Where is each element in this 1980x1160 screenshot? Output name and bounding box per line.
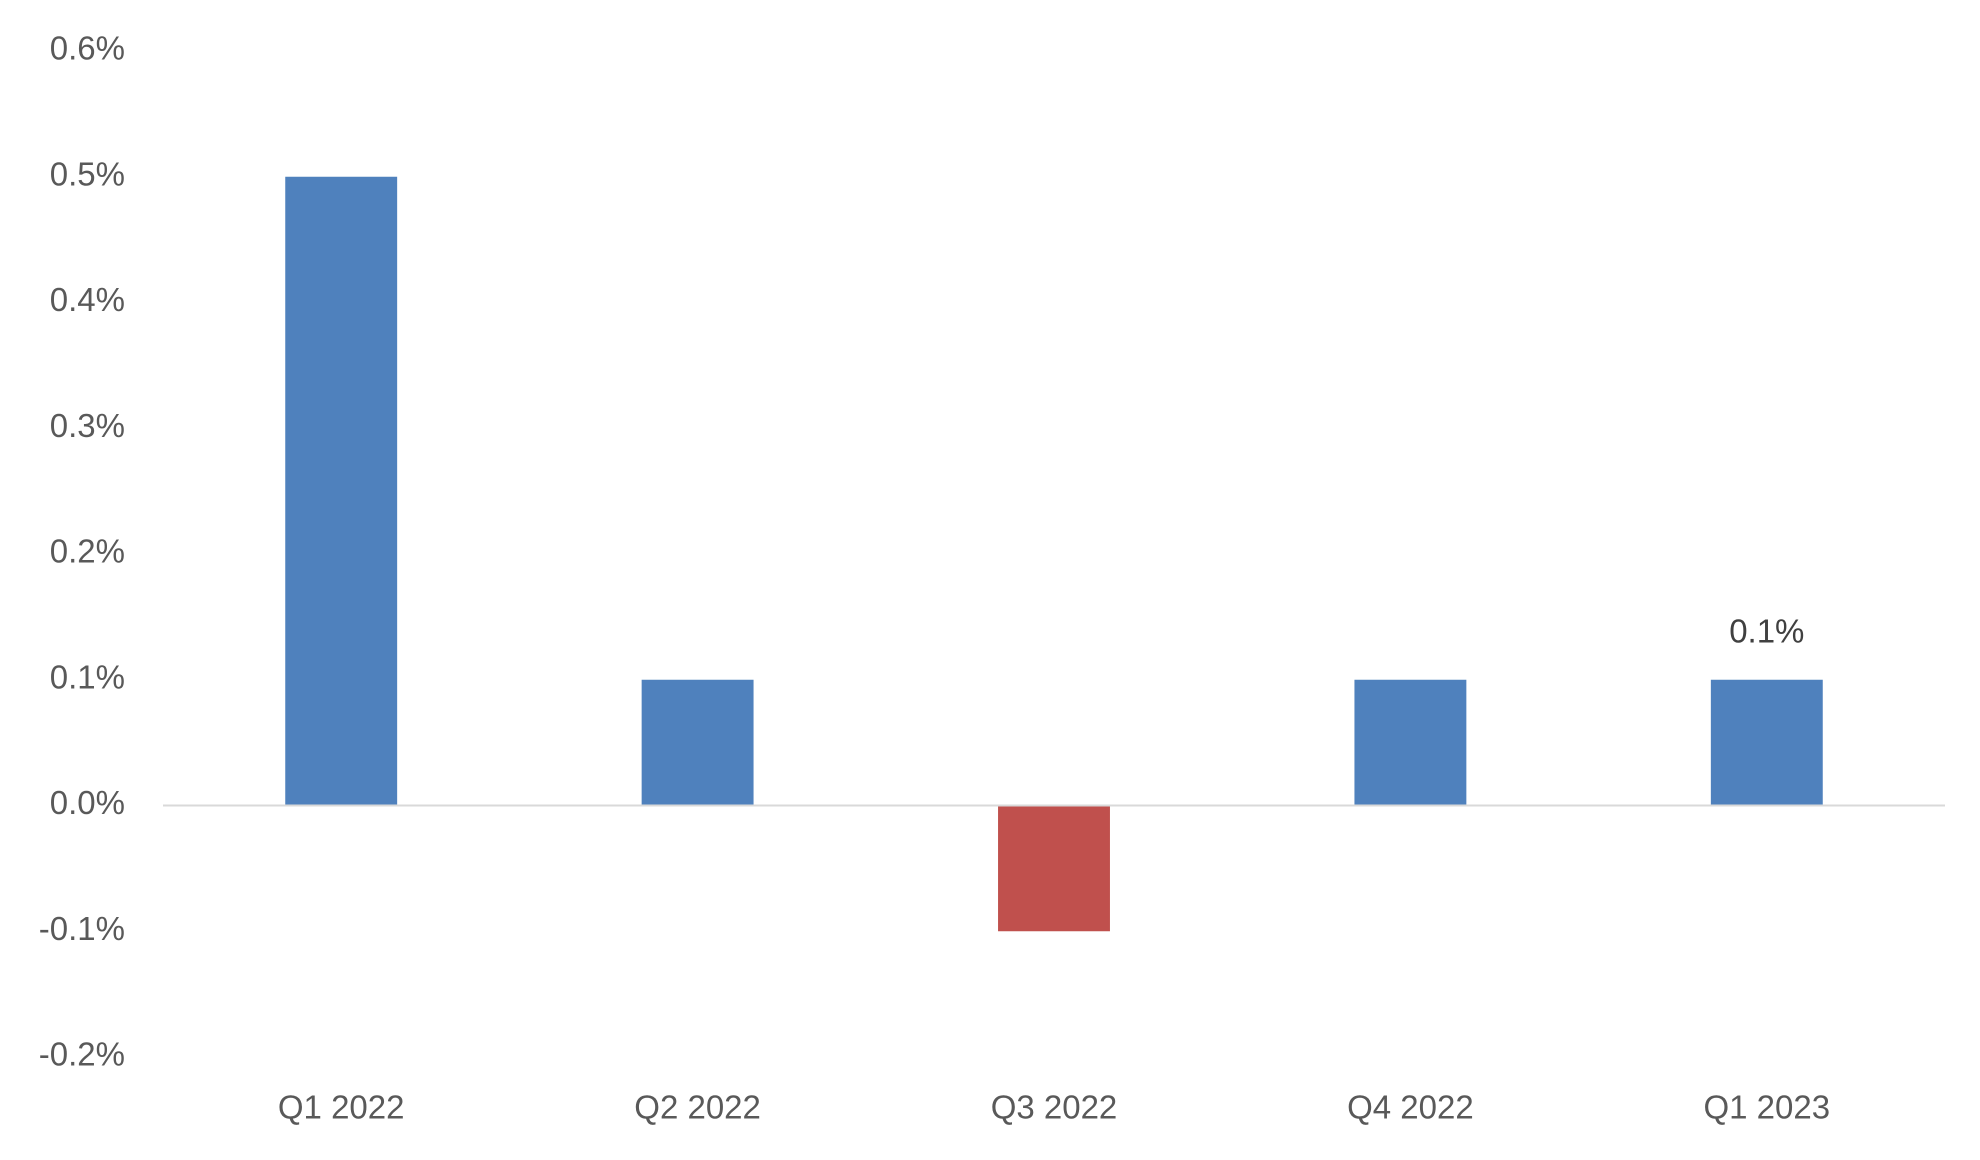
x-tick-label: Q3 2022: [991, 1089, 1118, 1126]
data-label: 0.1%: [1729, 612, 1804, 649]
x-tick-label: Q2 2022: [634, 1089, 761, 1126]
y-tick-label: -0.2%: [39, 1036, 125, 1073]
bar: [641, 679, 754, 806]
x-tick-label: Q1 2022: [278, 1089, 405, 1126]
y-tick-label: 0.3%: [50, 407, 125, 444]
y-tick-label: -0.1%: [39, 910, 125, 947]
y-tick-label: 0.4%: [50, 281, 125, 318]
y-tick-label: 0.6%: [50, 30, 125, 67]
y-tick-label: 0.1%: [50, 658, 125, 695]
y-tick-label: 0.5%: [50, 155, 125, 192]
x-tick-label: Q1 2023: [1703, 1089, 1830, 1126]
y-tick-label: 0.0%: [50, 784, 125, 821]
x-tick-label: Q4 2022: [1347, 1089, 1474, 1126]
y-tick-label: 0.2%: [50, 533, 125, 570]
bar: [1710, 679, 1823, 806]
bar: [1354, 679, 1467, 806]
bar: [285, 176, 398, 806]
bar: [998, 805, 1110, 932]
